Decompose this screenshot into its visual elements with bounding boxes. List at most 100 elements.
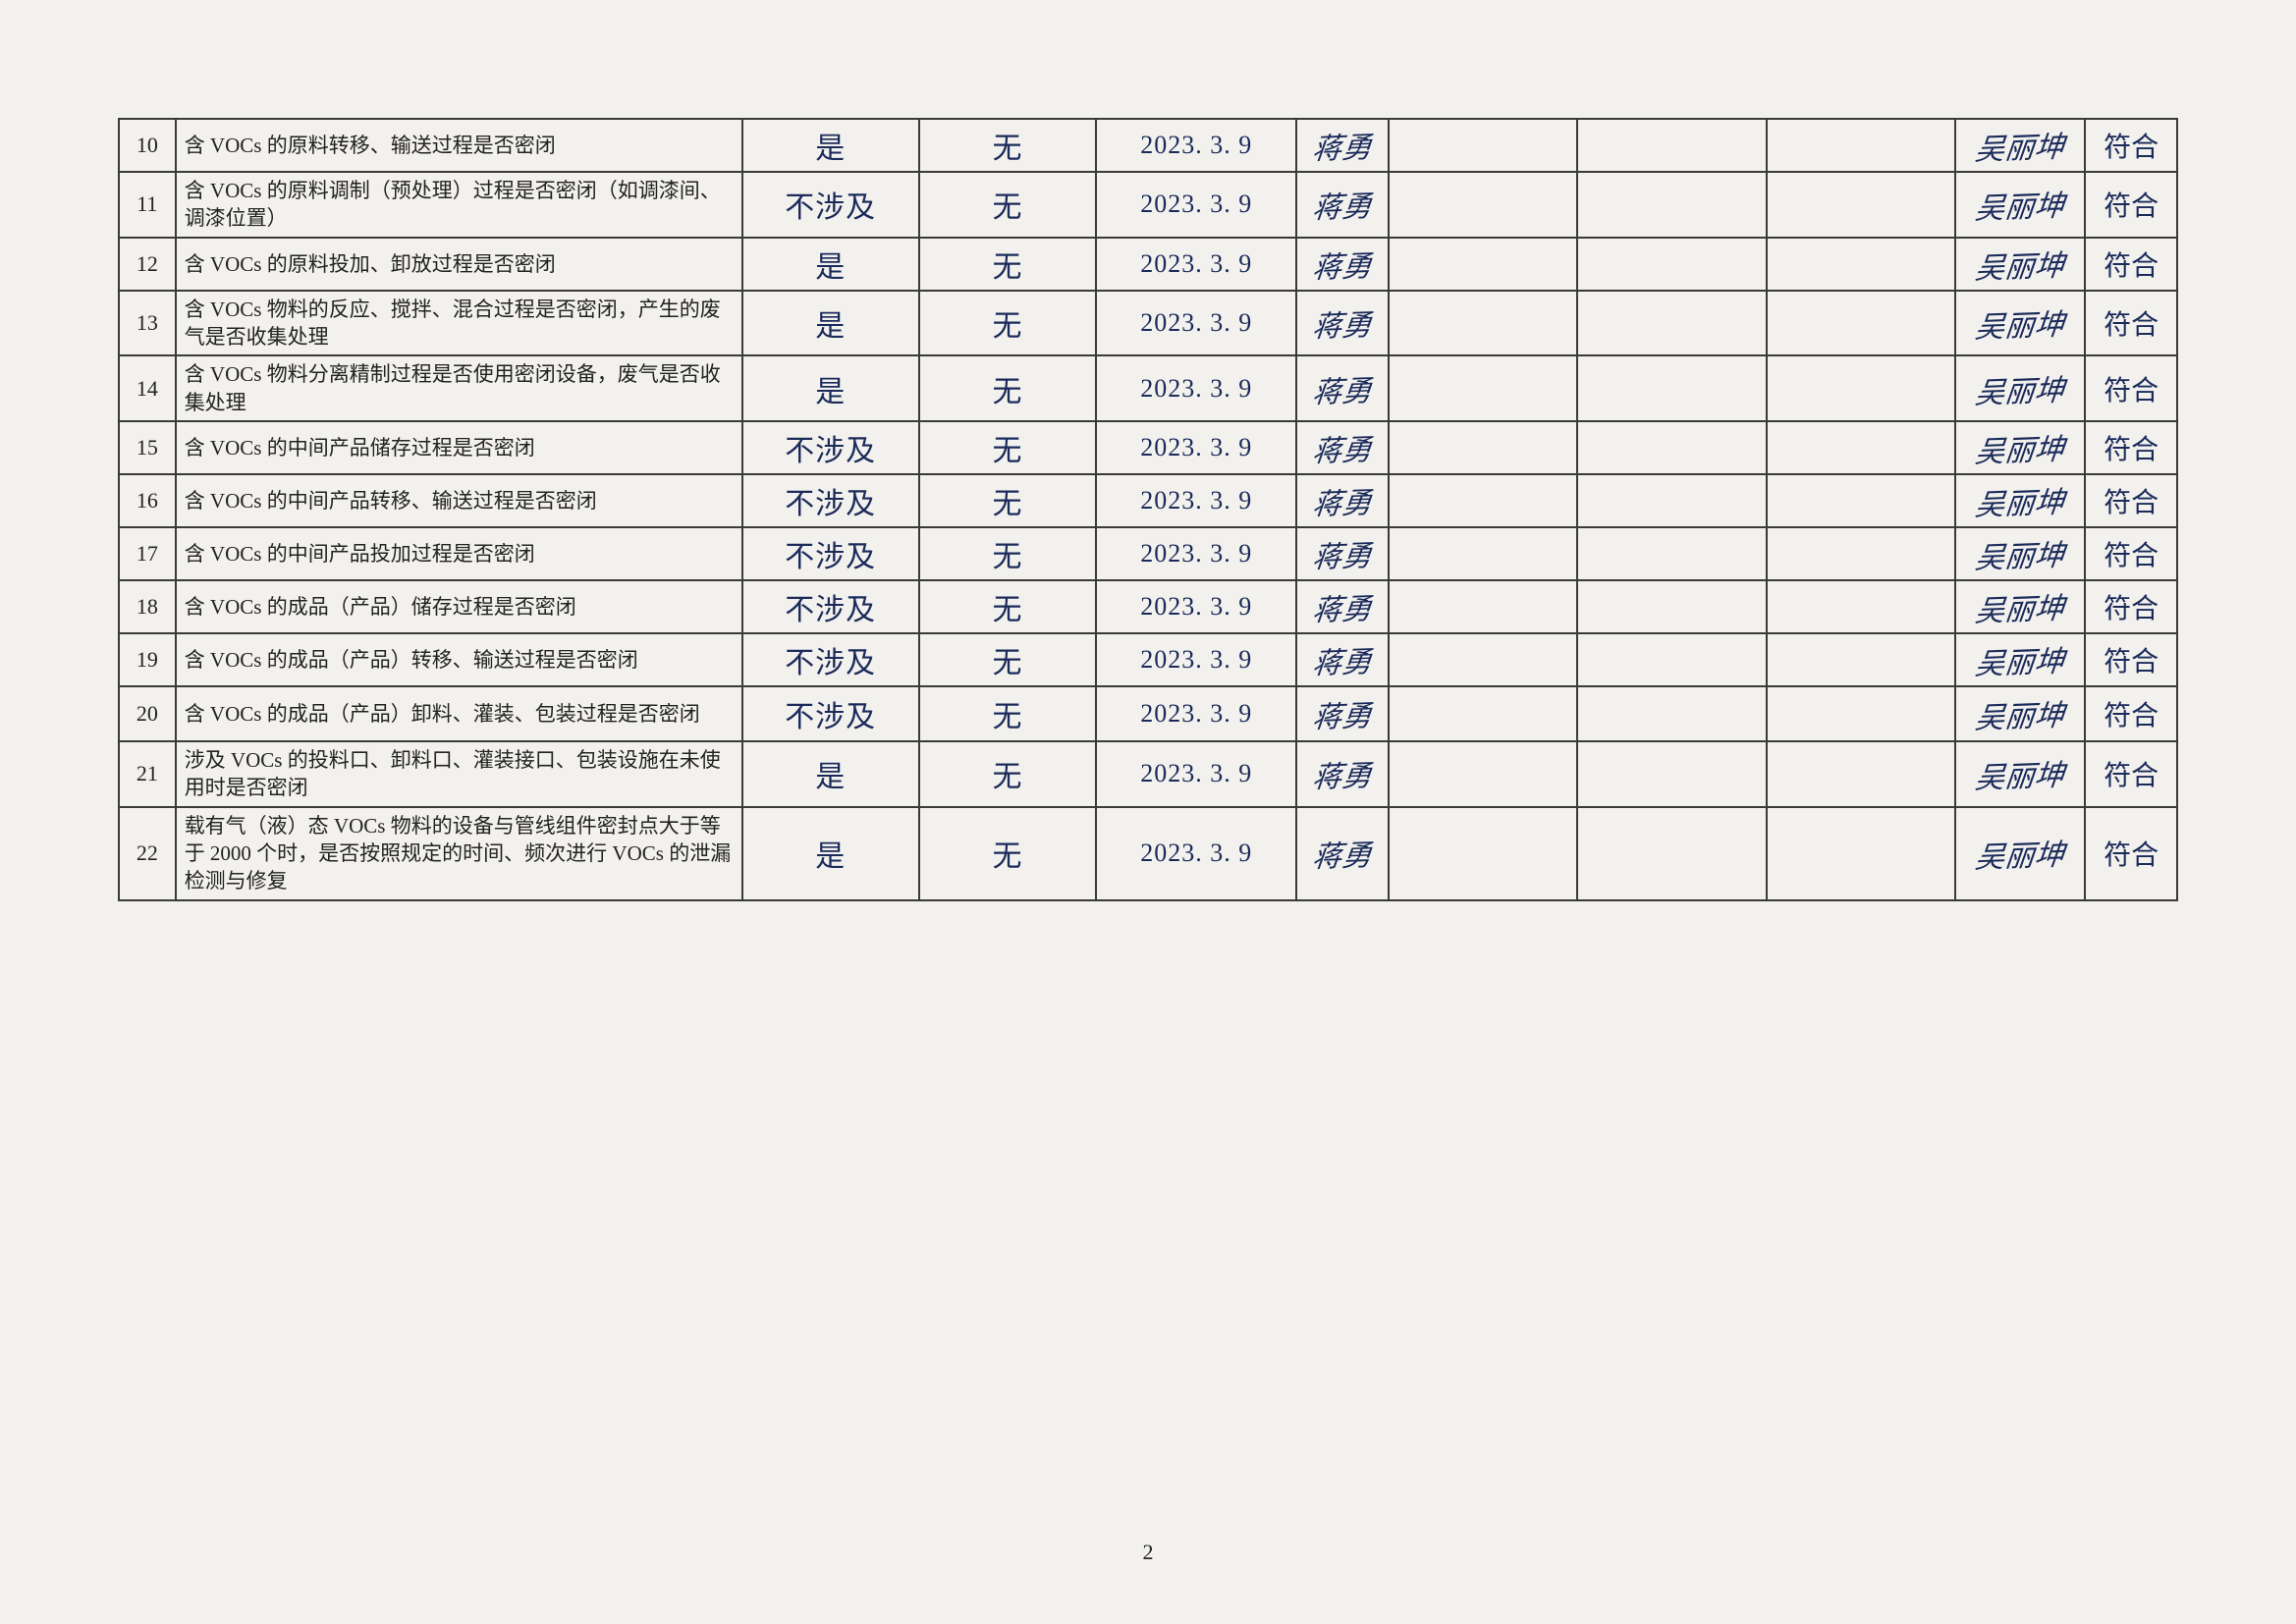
cell-ans: 不涉及 (742, 527, 919, 580)
cell-e1 (1389, 633, 1577, 686)
cell-e1 (1389, 741, 1577, 807)
cell-sig1: 蒋勇 (1296, 741, 1389, 807)
cell-e1 (1389, 527, 1577, 580)
cell-sig2-text: 吴丽坤 (1974, 531, 2067, 577)
cell-ans: 不涉及 (742, 421, 919, 474)
page-number: 2 (1143, 1540, 1154, 1565)
table-row: 14含 VOCs 物料分离精制过程是否使用密闭设备，废气是否收集处理是无2023… (119, 355, 2177, 421)
cell-e2 (1577, 238, 1766, 291)
cell-num: 12 (119, 238, 176, 291)
cell-e1 (1389, 474, 1577, 527)
cell-date: 2023. 3. 9 (1096, 686, 1296, 741)
cell-date-text: 2023. 3. 9 (1140, 374, 1252, 403)
cell-res-text: 符合 (2104, 376, 2159, 406)
cell-none-text: 无 (992, 435, 1022, 467)
cell-res: 符合 (2085, 686, 2177, 741)
cell-sig2-text: 吴丽坤 (1974, 584, 2067, 630)
cell-date: 2023. 3. 9 (1096, 238, 1296, 291)
cell-sig1-text: 蒋勇 (1311, 242, 1375, 287)
cell-sig1: 蒋勇 (1296, 119, 1389, 172)
cell-e1 (1389, 686, 1577, 741)
cell-none: 无 (919, 421, 1096, 474)
cell-e2 (1577, 421, 1766, 474)
cell-none-text: 无 (992, 541, 1022, 573)
cell-sig1: 蒋勇 (1296, 686, 1389, 741)
cell-sig1-text: 蒋勇 (1311, 478, 1375, 523)
cell-sig1: 蒋勇 (1296, 421, 1389, 474)
cell-e3 (1767, 172, 1955, 238)
cell-none: 无 (919, 474, 1096, 527)
table-row: 10含 VOCs 的原料转移、输送过程是否密闭是无2023. 3. 9蒋勇吴丽坤… (119, 119, 2177, 172)
cell-e1 (1389, 421, 1577, 474)
cell-e1 (1389, 238, 1577, 291)
cell-e3 (1767, 291, 1955, 356)
cell-e3 (1767, 421, 1955, 474)
cell-ans: 不涉及 (742, 686, 919, 741)
cell-e2 (1577, 474, 1766, 527)
cell-res: 符合 (2085, 119, 2177, 172)
cell-e2 (1577, 633, 1766, 686)
cell-date-text: 2023. 3. 9 (1140, 308, 1252, 337)
cell-num: 11 (119, 172, 176, 238)
cell-res-text: 符合 (2104, 541, 2159, 571)
cell-sig2-text: 吴丽坤 (1974, 365, 2067, 411)
cell-num: 16 (119, 474, 176, 527)
table-row: 13含 VOCs 物料的反应、搅拌、混合过程是否密闭，产生的废气是否收集处理是无… (119, 291, 2177, 356)
cell-sig2-text: 吴丽坤 (1974, 425, 2067, 471)
cell-res-text: 符合 (2104, 191, 2159, 222)
table-body: 10含 VOCs 的原料转移、输送过程是否密闭是无2023. 3. 9蒋勇吴丽坤… (119, 119, 2177, 900)
cell-none: 无 (919, 527, 1096, 580)
cell-sig1-text: 蒋勇 (1311, 831, 1375, 876)
cell-res-text: 符合 (2104, 761, 2159, 791)
table-row: 12含 VOCs 的原料投加、卸放过程是否密闭是无2023. 3. 9蒋勇吴丽坤… (119, 238, 2177, 291)
cell-res-text: 符合 (2104, 647, 2159, 677)
cell-num: 17 (119, 527, 176, 580)
cell-none: 无 (919, 633, 1096, 686)
cell-date: 2023. 3. 9 (1096, 421, 1296, 474)
cell-res-text: 符合 (2104, 594, 2159, 624)
cell-sig2-text: 吴丽坤 (1974, 299, 2067, 346)
cell-res-text: 符合 (2104, 435, 2159, 465)
cell-sig2-text: 吴丽坤 (1974, 182, 2067, 228)
cell-none-text: 无 (992, 251, 1022, 284)
cell-none-text: 无 (992, 488, 1022, 520)
cell-ans: 不涉及 (742, 172, 919, 238)
cell-none: 无 (919, 686, 1096, 741)
cell-ans-text: 不涉及 (785, 435, 876, 467)
cell-ans: 是 (742, 741, 919, 807)
cell-desc: 含 VOCs 的成品（产品）卸料、灌装、包装过程是否密闭 (176, 686, 742, 741)
cell-ans-text: 不涉及 (785, 541, 876, 573)
cell-sig1-text: 蒋勇 (1311, 691, 1375, 736)
cell-e2 (1577, 355, 1766, 421)
cell-sig2: 吴丽坤 (1955, 172, 2085, 238)
cell-desc: 含 VOCs 的原料投加、卸放过程是否密闭 (176, 238, 742, 291)
cell-ans-text: 是 (815, 251, 846, 284)
cell-ans: 是 (742, 355, 919, 421)
cell-sig2: 吴丽坤 (1955, 355, 2085, 421)
cell-desc: 载有气（液）态 VOCs 物料的设备与管线组件密封点大于等于 2000 个时，是… (176, 807, 742, 900)
cell-sig2: 吴丽坤 (1955, 474, 2085, 527)
cell-sig2-text: 吴丽坤 (1974, 637, 2067, 683)
cell-ans: 不涉及 (742, 633, 919, 686)
cell-sig2-text: 吴丽坤 (1974, 478, 2067, 524)
cell-date: 2023. 3. 9 (1096, 474, 1296, 527)
cell-date: 2023. 3. 9 (1096, 172, 1296, 238)
cell-e3 (1767, 686, 1955, 741)
cell-sig1: 蒋勇 (1296, 172, 1389, 238)
cell-date: 2023. 3. 9 (1096, 633, 1296, 686)
cell-none: 无 (919, 172, 1096, 238)
cell-date-text: 2023. 3. 9 (1140, 592, 1252, 621)
table-row: 22载有气（液）态 VOCs 物料的设备与管线组件密封点大于等于 2000 个时… (119, 807, 2177, 900)
cell-none: 无 (919, 119, 1096, 172)
cell-e1 (1389, 807, 1577, 900)
cell-sig1: 蒋勇 (1296, 580, 1389, 633)
cell-date: 2023. 3. 9 (1096, 807, 1296, 900)
cell-res: 符合 (2085, 355, 2177, 421)
cell-date: 2023. 3. 9 (1096, 741, 1296, 807)
cell-res: 符合 (2085, 291, 2177, 356)
cell-res: 符合 (2085, 580, 2177, 633)
cell-date-text: 2023. 3. 9 (1140, 839, 1252, 867)
cell-ans: 不涉及 (742, 474, 919, 527)
cell-date-text: 2023. 3. 9 (1140, 699, 1252, 728)
cell-none-text: 无 (992, 594, 1022, 626)
